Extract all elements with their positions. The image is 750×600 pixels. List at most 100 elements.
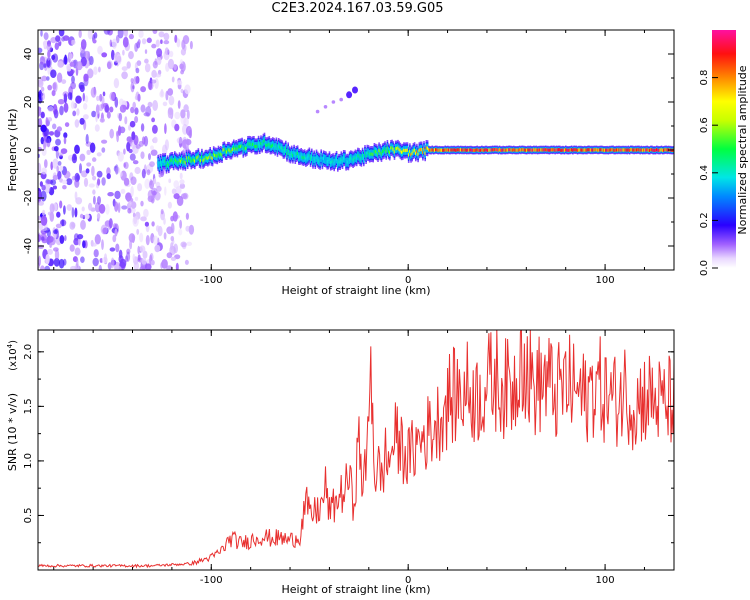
ridge-core [449, 148, 451, 152]
top-y-tick-label: 40 [23, 48, 34, 61]
ridge-core [617, 148, 619, 152]
noise-speck [139, 232, 144, 243]
ridge-core [279, 145, 281, 149]
ridge-core [354, 155, 357, 160]
noise-speck [80, 170, 88, 178]
noise-speck [38, 191, 42, 199]
noise-speck [116, 131, 119, 143]
noise-speck [132, 101, 136, 109]
noise-speck [69, 221, 76, 230]
ridge-core [640, 148, 643, 152]
scale-close: ) [8, 340, 19, 344]
side-feature [315, 86, 358, 114]
top-x-tick-label: 0 [405, 275, 411, 286]
ridge-core [260, 141, 262, 145]
ridge-core [281, 146, 284, 150]
ridge-core [459, 148, 462, 152]
ridge-core [364, 151, 366, 155]
ridge-core [322, 156, 325, 160]
ridge-core [242, 148, 245, 152]
noise-speck [140, 86, 147, 93]
ridge-core [318, 159, 320, 163]
noise-speck [130, 201, 137, 209]
ridge-core [580, 148, 582, 152]
ridge-core [221, 153, 223, 157]
noise-speck [38, 215, 42, 221]
noise-speck [92, 39, 97, 44]
noise-speck [59, 235, 65, 244]
ridge-core [609, 148, 612, 152]
ridge-core [208, 155, 210, 160]
noise-speck [71, 154, 77, 164]
ridge-core [441, 148, 443, 152]
noise-speck [87, 68, 94, 79]
noise-speck [151, 259, 155, 266]
noise-speck [124, 116, 128, 125]
top-y-axis-label: Frequency (Hz) [6, 109, 19, 192]
ridge-core [513, 148, 515, 152]
ridge-core [197, 154, 200, 158]
ridge-core [188, 156, 190, 160]
noise-speck [174, 34, 178, 43]
noise-speck [121, 66, 128, 71]
noise-speck [85, 168, 90, 174]
ridge-core [638, 148, 640, 152]
top-x-tick-label: -100 [200, 275, 223, 286]
ridge-core [482, 148, 484, 152]
noise-speck [104, 253, 107, 262]
noise-speck [174, 111, 181, 120]
ridge-core [465, 148, 468, 152]
ridge-core [614, 148, 617, 152]
noise-speck [150, 145, 154, 150]
ridge-core [184, 161, 187, 165]
ridge-core [223, 147, 226, 151]
ridge-core [659, 148, 662, 152]
ridge-core [390, 146, 392, 150]
noise-speck [150, 149, 158, 156]
ridge-core [368, 152, 371, 157]
noise-speck [140, 104, 146, 113]
bottom-y-tick-label: 1.0 [23, 453, 34, 469]
noise-speck [132, 160, 139, 165]
ridge-core [394, 147, 397, 151]
ridge-core [294, 154, 297, 158]
ridge-core [462, 148, 464, 152]
noise-speck [52, 82, 57, 90]
ridge-core [429, 148, 431, 152]
bottom-x-tick-label: 100 [596, 575, 615, 586]
noise-speck [141, 258, 147, 265]
ridge-core [653, 148, 656, 152]
ridge-core [283, 149, 286, 153]
ridge-core [300, 154, 302, 158]
noise-speck [89, 142, 96, 153]
ridge-core [183, 159, 185, 163]
ridge-core [496, 148, 499, 152]
ridge-core [663, 148, 665, 152]
noise-speck [60, 148, 68, 155]
ridge-core [274, 145, 276, 150]
noise-speck [55, 35, 61, 42]
ridge-core [526, 148, 528, 152]
ridge-core [158, 164, 161, 168]
ridge-core [171, 158, 174, 162]
ridge-core [595, 148, 598, 152]
noise-speck [93, 195, 96, 205]
noise-speck [98, 203, 106, 214]
noise-speck [84, 213, 90, 220]
ridge-core [588, 148, 591, 152]
ridge-core [557, 148, 560, 152]
ridge-core [327, 159, 330, 163]
noise-speck [156, 57, 162, 65]
svg-text:(x104): (x104) [6, 340, 19, 371]
noise-speck [144, 263, 152, 270]
ridge-core [620, 148, 623, 152]
ridge-core [205, 156, 208, 160]
ridge-core [520, 148, 522, 152]
noise-speck [107, 262, 112, 270]
bottom-y-axis-label: SNR (10 * v/v) [6, 393, 19, 471]
side-feature-blob [323, 105, 328, 109]
noise-speck [180, 48, 186, 56]
noise-speck [91, 110, 97, 118]
noise-speck [181, 39, 186, 50]
noise-speck [40, 190, 47, 202]
